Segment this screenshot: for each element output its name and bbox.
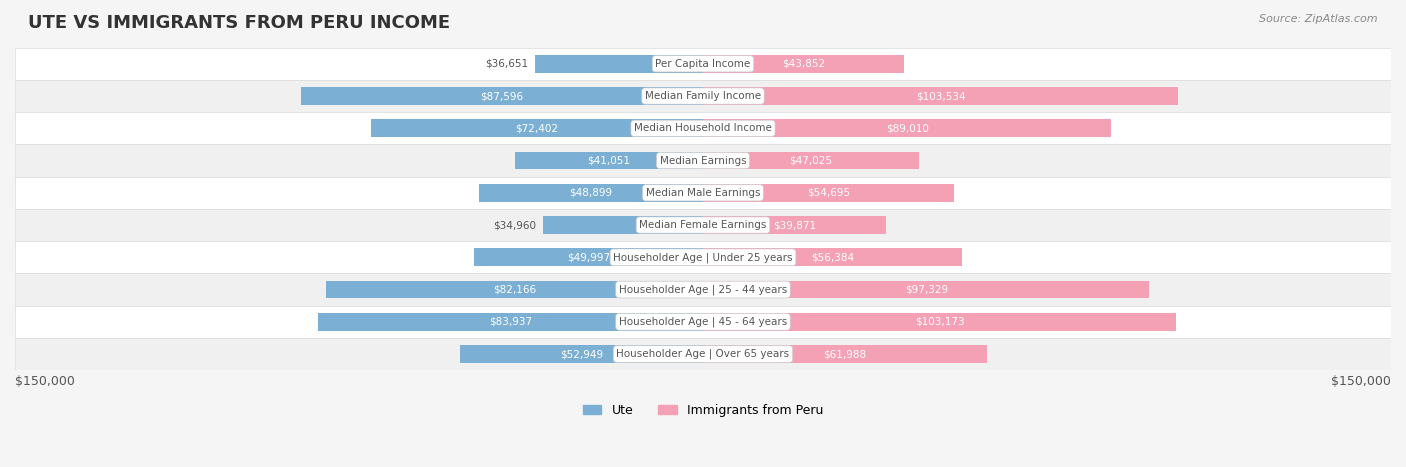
FancyBboxPatch shape xyxy=(15,144,1391,177)
Bar xyxy=(703,120,1111,137)
Bar xyxy=(703,87,1178,105)
Text: $56,384: $56,384 xyxy=(811,252,853,262)
Text: Median Female Earnings: Median Female Earnings xyxy=(640,220,766,230)
Text: $150,000: $150,000 xyxy=(1331,375,1391,388)
Text: Householder Age | Under 25 years: Householder Age | Under 25 years xyxy=(613,252,793,262)
Legend: Ute, Immigrants from Peru: Ute, Immigrants from Peru xyxy=(578,399,828,422)
Text: $34,960: $34,960 xyxy=(492,220,536,230)
FancyBboxPatch shape xyxy=(15,80,1391,112)
Text: Source: ZipAtlas.com: Source: ZipAtlas.com xyxy=(1260,14,1378,24)
Text: Median Earnings: Median Earnings xyxy=(659,156,747,166)
Text: $36,651: $36,651 xyxy=(485,59,529,69)
Text: Median Family Income: Median Family Income xyxy=(645,91,761,101)
Text: $52,949: $52,949 xyxy=(560,349,603,359)
Text: $54,695: $54,695 xyxy=(807,188,851,198)
Bar xyxy=(703,216,886,234)
Bar xyxy=(703,313,1177,331)
FancyBboxPatch shape xyxy=(15,306,1391,338)
Bar xyxy=(703,248,962,266)
Text: $49,997: $49,997 xyxy=(567,252,610,262)
Text: $89,010: $89,010 xyxy=(886,123,928,133)
Bar xyxy=(703,184,953,202)
Text: $41,051: $41,051 xyxy=(588,156,630,166)
Bar xyxy=(703,281,1150,298)
Text: $103,173: $103,173 xyxy=(915,317,965,327)
Bar xyxy=(326,281,703,298)
Text: $61,988: $61,988 xyxy=(824,349,866,359)
Bar xyxy=(703,345,987,363)
Text: $72,402: $72,402 xyxy=(516,123,558,133)
Bar xyxy=(534,55,703,73)
Text: $82,166: $82,166 xyxy=(494,284,536,295)
Text: Householder Age | Over 65 years: Householder Age | Over 65 years xyxy=(616,349,790,359)
Text: $48,899: $48,899 xyxy=(569,188,613,198)
Text: Householder Age | 25 - 44 years: Householder Age | 25 - 44 years xyxy=(619,284,787,295)
Text: $39,871: $39,871 xyxy=(773,220,815,230)
Text: Per Capita Income: Per Capita Income xyxy=(655,59,751,69)
Bar xyxy=(543,216,703,234)
FancyBboxPatch shape xyxy=(15,177,1391,209)
Bar xyxy=(703,152,918,170)
FancyBboxPatch shape xyxy=(15,209,1391,241)
Bar xyxy=(474,248,703,266)
Bar xyxy=(515,152,703,170)
Text: $43,852: $43,852 xyxy=(782,59,825,69)
Bar xyxy=(703,55,904,73)
FancyBboxPatch shape xyxy=(15,112,1391,144)
Text: $83,937: $83,937 xyxy=(489,317,531,327)
Text: $87,596: $87,596 xyxy=(481,91,523,101)
Bar xyxy=(478,184,703,202)
Text: $103,534: $103,534 xyxy=(915,91,966,101)
Bar xyxy=(318,313,703,331)
Text: UTE VS IMMIGRANTS FROM PERU INCOME: UTE VS IMMIGRANTS FROM PERU INCOME xyxy=(28,14,450,32)
Text: Median Household Income: Median Household Income xyxy=(634,123,772,133)
Bar xyxy=(371,120,703,137)
Text: Median Male Earnings: Median Male Earnings xyxy=(645,188,761,198)
Bar xyxy=(460,345,703,363)
FancyBboxPatch shape xyxy=(15,338,1391,370)
Text: $47,025: $47,025 xyxy=(789,156,832,166)
Bar xyxy=(301,87,703,105)
Text: Householder Age | 45 - 64 years: Householder Age | 45 - 64 years xyxy=(619,317,787,327)
FancyBboxPatch shape xyxy=(15,274,1391,306)
FancyBboxPatch shape xyxy=(15,241,1391,274)
Text: $150,000: $150,000 xyxy=(15,375,75,388)
Text: $97,329: $97,329 xyxy=(904,284,948,295)
FancyBboxPatch shape xyxy=(15,48,1391,80)
